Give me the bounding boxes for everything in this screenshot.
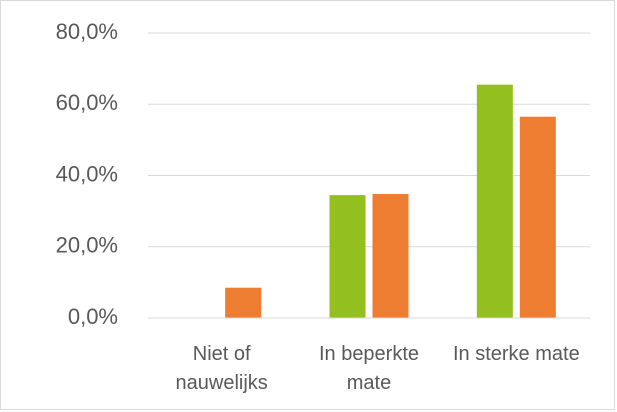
x-tick-label: In beperkte mate	[318, 343, 420, 394]
y-tick-label: 20,0%	[56, 233, 118, 258]
bar	[225, 287, 262, 318]
bar	[329, 195, 366, 318]
y-tick-label: 0,0%	[68, 304, 118, 329]
bar	[372, 194, 409, 318]
bar	[519, 116, 556, 318]
x-tick-label: Niet of nauwelijks	[175, 343, 268, 394]
y-tick-label: 60,0%	[56, 90, 118, 115]
y-tick-label: 40,0%	[56, 161, 118, 186]
y-tick-label: 80,0%	[56, 19, 118, 44]
x-tick-label: In sterke mate	[452, 343, 580, 365]
bar	[476, 84, 513, 318]
